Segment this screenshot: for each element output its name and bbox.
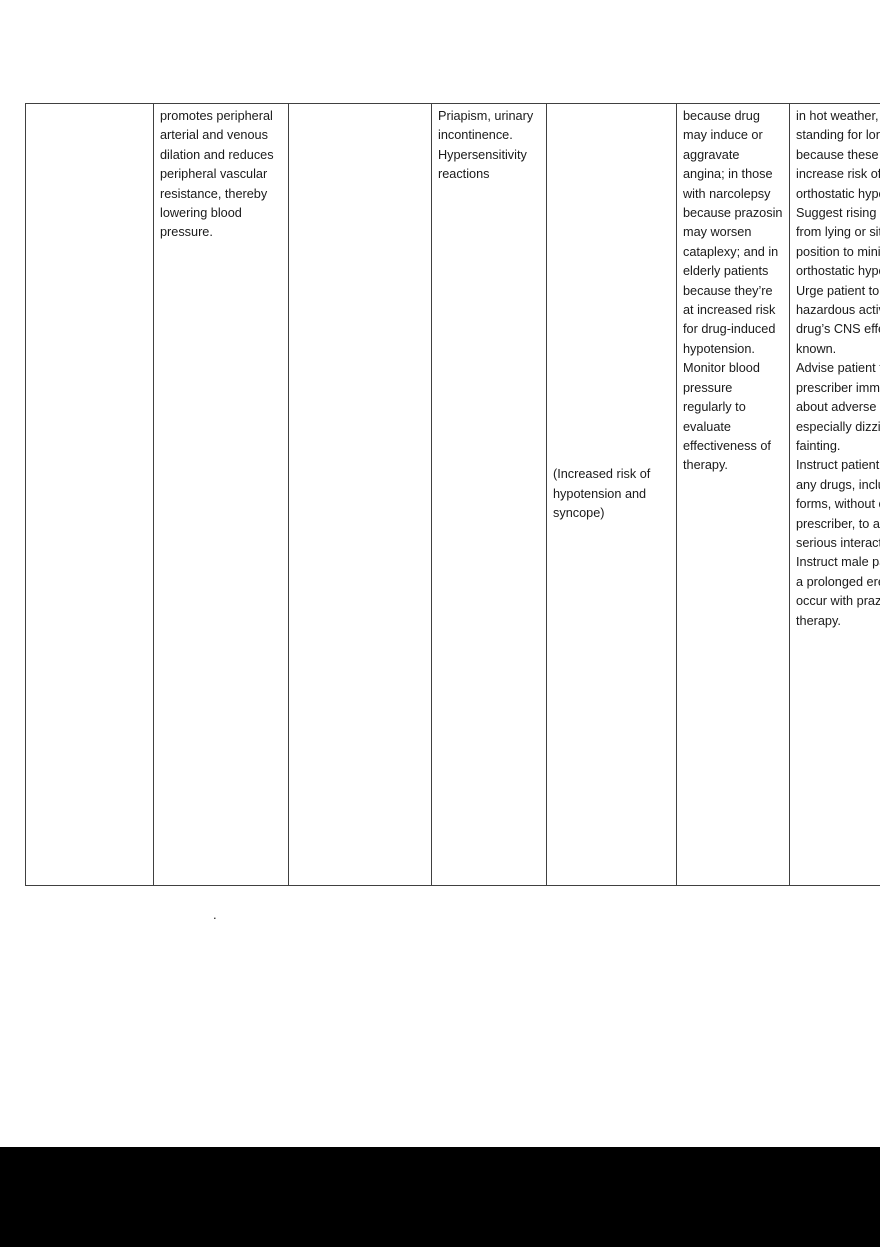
adverse-reactions-text: Priapism, urinary incontinence. Hypersen…	[438, 109, 534, 182]
table-cell-contraindications-nursing: because drug may induce or aggravate ang…	[676, 103, 790, 886]
table-cell-interactions: (Increased risk of hypotension and synco…	[546, 103, 677, 886]
table-cell-drug-name	[25, 103, 154, 886]
contraindications-nursing-text: because drug may induce or aggravate ang…	[683, 109, 783, 473]
table-cell-indications	[288, 103, 432, 886]
table-cell-action: promotes peripheral arterial and venous …	[153, 103, 289, 886]
action-text: promotes peripheral arterial and venous …	[160, 109, 274, 240]
table-cell-adverse-reactions: Priapism, urinary incontinence. Hypersen…	[431, 103, 547, 886]
interactions-text: (Increased risk of hypotension and synco…	[553, 467, 651, 521]
table-body: promotes peripheral arterial and venous …	[25, 103, 880, 886]
stray-period-mark: .	[213, 907, 217, 922]
table-row: promotes peripheral arterial and venous …	[25, 103, 880, 886]
patient-teaching-text: in hot weather, or standing for long per…	[796, 109, 880, 628]
bottom-black-band	[0, 1147, 880, 1247]
drug-reference-table: promotes peripheral arterial and venous …	[25, 103, 880, 886]
document-page: promotes peripheral arterial and venous …	[25, 103, 880, 922]
table-cell-patient-teaching: in hot weather, or standing for long per…	[789, 103, 880, 886]
